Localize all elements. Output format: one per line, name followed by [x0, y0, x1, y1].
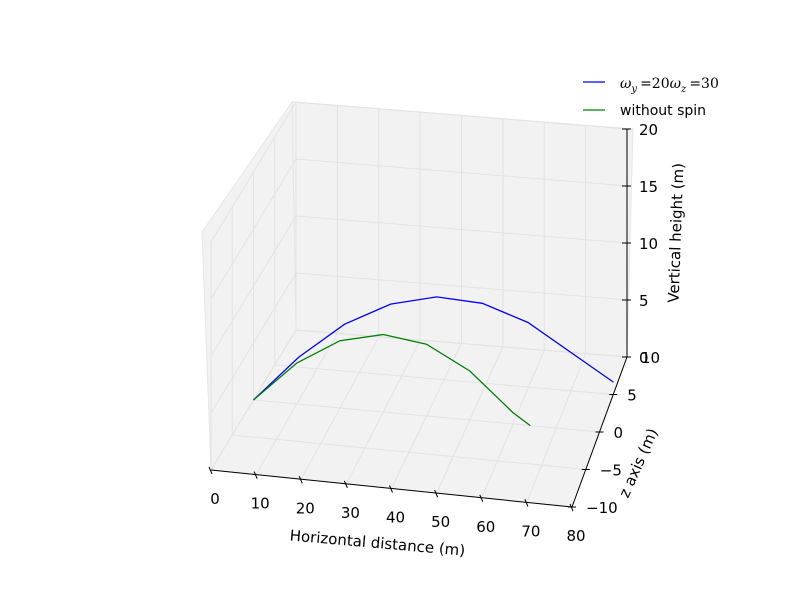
- legend-label-spin: ωy =20ωz =30: [620, 76, 719, 95]
- grid-left-z: [210, 272, 297, 414]
- x-tick-label: 70: [521, 522, 540, 540]
- series-lines: [253, 296, 614, 427]
- y-tick-label: −10: [586, 499, 618, 517]
- x-tick-label: 80: [566, 527, 585, 545]
- x-tick-mark: [434, 489, 439, 498]
- x-tick-mark: [389, 485, 393, 493]
- x-tick-label: 30: [341, 504, 360, 522]
- legend-label-nospin: without spin: [620, 103, 706, 119]
- grid-back-z: [295, 101, 628, 130]
- grid-left-z: [210, 101, 297, 243]
- grid-left-z: [210, 158, 297, 300]
- grid-floor-y: [274, 364, 614, 395]
- x-axis-label: Horizontal distance (m): [289, 526, 466, 559]
- z-tick-label: 5: [639, 292, 649, 310]
- z-tick-label: 20: [639, 121, 658, 139]
- y-tick-label: 0: [614, 424, 624, 442]
- x-tick-label: 20: [296, 499, 315, 517]
- axis-lines: [208, 128, 631, 512]
- x-tick-label: 60: [476, 518, 495, 536]
- z-tick-label: 0: [639, 349, 649, 367]
- series-line-spin: [253, 296, 614, 401]
- y-tick-label: 5: [627, 387, 637, 405]
- x-axis-line: [210, 469, 573, 508]
- grid-back-z: [295, 272, 628, 301]
- grid-back-z: [295, 215, 628, 244]
- x-tick-label: 0: [210, 490, 220, 508]
- y-tick-label: −5: [600, 462, 622, 480]
- x-tick-mark: [253, 471, 258, 479]
- y-tick-label: 10: [641, 349, 660, 367]
- grid-back-z: [295, 158, 628, 187]
- grid-floor-y: [232, 434, 586, 470]
- x-tick-label: 10: [251, 495, 270, 513]
- grid-left-z: [210, 215, 297, 357]
- x-tick-mark: [479, 494, 484, 502]
- axis-panes: [201, 100, 634, 508]
- legend: ωy =20ωz =30 without spin: [583, 76, 719, 119]
- grid-floor-y: [253, 399, 600, 433]
- x-tick-mark: [343, 480, 348, 489]
- z-tick-label: 15: [639, 178, 658, 196]
- x-tick-mark: [298, 476, 303, 484]
- x-tick-label: 50: [431, 513, 450, 531]
- series-line-no-spin: [253, 333, 531, 427]
- z-tick-label: 10: [639, 235, 658, 253]
- x-tick-label: 40: [386, 509, 405, 527]
- x-tick-mark: [208, 466, 213, 475]
- z-axis-label: Vertical height (m): [665, 163, 688, 303]
- x-tick-mark: [524, 499, 529, 507]
